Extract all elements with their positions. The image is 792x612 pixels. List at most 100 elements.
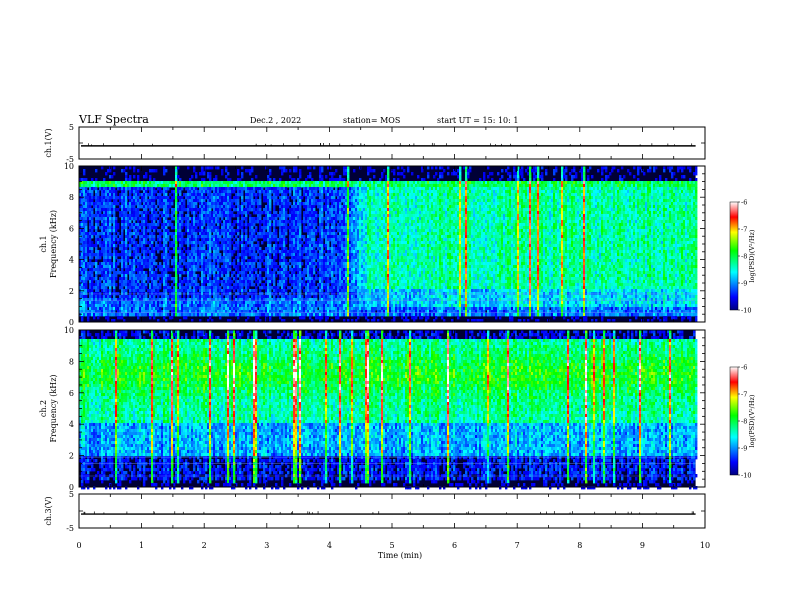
spectrogram-cell: [173, 259, 176, 263]
spectrogram-cell: [241, 253, 244, 257]
spectrogram-cell: [195, 196, 198, 200]
spectrogram-cell: [241, 268, 244, 272]
spectrogram-cell: [175, 271, 178, 275]
spectrogram-cell: [165, 208, 168, 212]
spectrogram-cell: [287, 286, 290, 290]
spectrogram-cell: [81, 184, 84, 188]
spectrogram-cell: [269, 178, 272, 182]
spectrogram-cell: [163, 172, 166, 176]
spectrogram-cell: [225, 259, 228, 263]
spectrogram-cell: [237, 262, 240, 266]
spectrogram-cell: [291, 226, 294, 230]
spectrogram-cell: [283, 220, 286, 224]
spectrogram-cell: [185, 271, 188, 275]
spectrogram-cell: [131, 310, 134, 314]
spectrogram-cell: [209, 166, 212, 170]
spectrogram-cell: [209, 262, 212, 266]
spectrogram-cell: [151, 196, 154, 200]
spectrogram-cell: [241, 259, 244, 263]
spectrogram-cell: [283, 229, 286, 233]
spectrogram-cell: [121, 316, 124, 320]
spectrogram-cell: [109, 313, 112, 317]
spectrogram-cell: [101, 250, 104, 254]
spectrogram-cell: [283, 295, 286, 299]
spectrogram-cell: [103, 280, 106, 284]
spectrogram-cell: [191, 271, 194, 275]
spectrogram-cell: [321, 166, 324, 170]
spectrogram-cell: [279, 235, 282, 239]
spectrogram-cell: [273, 256, 276, 260]
spectrogram-cell: [221, 265, 224, 269]
spectrogram-cell: [285, 247, 288, 251]
spectrogram-cell: [241, 232, 244, 236]
spectrogram-cell: [91, 202, 94, 206]
spectrogram-cell: [231, 199, 234, 203]
spectrogram-cell: [137, 178, 140, 182]
spectrogram-cell: [81, 274, 84, 278]
spectrogram-cell: [119, 184, 122, 188]
spectrogram-cell: [135, 259, 138, 263]
spectrogram-cell: [81, 265, 84, 269]
spectrogram-cell: [231, 271, 234, 275]
spectrogram-cell: [195, 226, 198, 230]
spectrogram-cell: [201, 262, 204, 266]
spectrogram-cell: [117, 262, 120, 266]
spectrogram-cell: [149, 283, 152, 287]
spectrogram-cell: [143, 250, 146, 254]
spectrogram-cell: [263, 220, 266, 224]
spectrogram-cell: [199, 232, 202, 236]
spectrogram-cell: [163, 205, 166, 209]
spectrogram-cell: [285, 277, 288, 281]
spectrogram-cell: [121, 232, 124, 236]
spectrogram-cell: [217, 271, 220, 275]
spectrogram-cell: [193, 193, 196, 197]
spectrogram-cell: [113, 310, 116, 314]
spectrogram-cell: [153, 289, 156, 293]
spectrogram-cell: [153, 232, 156, 236]
spectrogram-cell: [141, 187, 144, 191]
spectrogram-cell: [111, 205, 114, 209]
spectrogram-cell: [133, 274, 136, 278]
spectrogram-cell: [161, 268, 164, 272]
spectrogram-cell: [141, 223, 144, 227]
spectrogram-cell: [83, 277, 86, 281]
spectrogram-cell: [221, 205, 224, 209]
spectrogram-cell: [187, 283, 190, 287]
spectrogram-cell: [177, 220, 180, 224]
spectrogram-cell: [119, 187, 122, 191]
spectrogram-cell: [215, 199, 218, 203]
spectrogram-cell: [241, 223, 244, 227]
spectrogram-cell: [83, 223, 86, 227]
spectrogram-cell: [109, 229, 112, 233]
spectrogram-cell: [129, 247, 132, 251]
spectrogram-cell: [229, 220, 232, 224]
spectrogram-cell: [241, 277, 244, 281]
spectrogram-cell: [89, 310, 92, 314]
spectrogram-cell: [175, 181, 178, 185]
spectrogram-cell: [133, 223, 136, 227]
spectrogram-cell: [147, 184, 150, 188]
spectrogram-cell: [253, 184, 256, 188]
spectrogram-cell: [263, 295, 266, 299]
spectrogram-cell: [177, 250, 180, 254]
spectrogram-cell: [303, 223, 306, 227]
spectrogram-cell: [113, 274, 116, 278]
spectrogram-cell: [219, 256, 222, 260]
spectrogram-cell: [177, 187, 180, 191]
spectrogram-cell: [175, 256, 178, 260]
spectrogram-cell: [291, 277, 294, 281]
spectrogram-cell: [289, 298, 292, 302]
spectrogram-cell: [147, 304, 150, 308]
spectrogram-cell: [169, 301, 172, 305]
spectrogram-cell: [189, 178, 192, 182]
spectrogram-cell: [155, 283, 158, 287]
spectrogram-cell: [99, 310, 102, 314]
spectrogram-cell: [87, 277, 90, 281]
spectrogram-cell: [175, 301, 178, 305]
spectrogram-cell: [197, 250, 200, 254]
spectrogram-cell: [245, 205, 248, 209]
spectrogram-cell: [117, 316, 120, 320]
spectrogram-cell: [93, 181, 96, 185]
spectrogram-cell: [151, 262, 154, 266]
spectrogram-cell: [233, 187, 236, 191]
